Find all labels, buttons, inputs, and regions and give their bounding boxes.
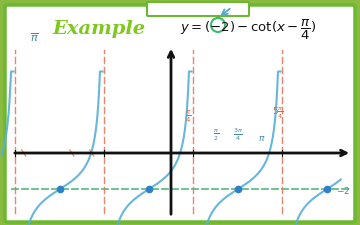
Text: $\frac{\pi}{2}$: $\frac{\pi}{2}$ (212, 128, 219, 143)
Text: $\frac{\pi}{4}$: $\frac{\pi}{4}$ (185, 108, 192, 125)
Text: $-2$: $-2$ (336, 185, 350, 196)
Text: $y = (-2) - \mathrm{cot}(x - \dfrac{\pi}{4})$: $y = (-2) - \mathrm{cot}(x - \dfrac{\pi}… (180, 18, 316, 42)
FancyBboxPatch shape (147, 2, 249, 16)
Text: $\overline{\pi}$: $\overline{\pi}$ (30, 31, 39, 44)
FancyBboxPatch shape (5, 5, 355, 222)
Text: Example: Example (52, 20, 145, 38)
Text: $\pi$: $\pi$ (258, 134, 266, 143)
Text: $5\frac{\pi}{4}$: $5\frac{\pi}{4}$ (273, 106, 284, 121)
Text: $\frac{3\pi}{4}$: $\frac{3\pi}{4}$ (233, 126, 243, 143)
